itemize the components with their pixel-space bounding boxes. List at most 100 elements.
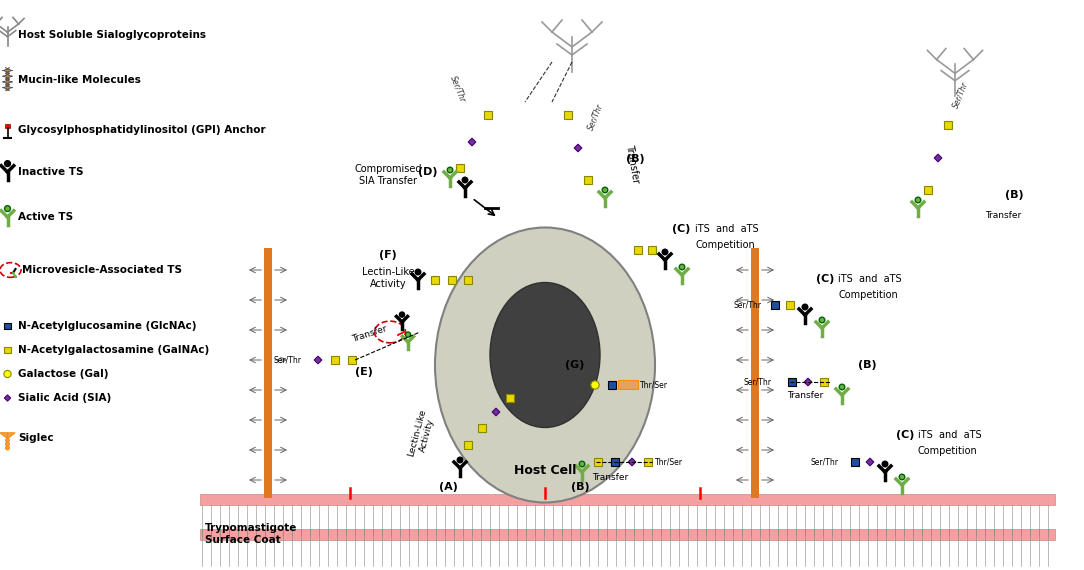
Text: Lectin-Like
Activity: Lectin-Like Activity bbox=[362, 267, 414, 289]
Text: Ser/Thr: Ser/Thr bbox=[585, 103, 605, 132]
FancyBboxPatch shape bbox=[618, 380, 638, 389]
Polygon shape bbox=[0, 433, 8, 438]
FancyBboxPatch shape bbox=[584, 177, 592, 184]
Text: Ser/Thr: Ser/Thr bbox=[951, 81, 969, 110]
Text: Competition: Competition bbox=[838, 290, 898, 300]
Text: Ser/Thr: Ser/Thr bbox=[274, 356, 302, 364]
Polygon shape bbox=[4, 395, 11, 401]
Text: Mucin-like Molecules: Mucin-like Molecules bbox=[18, 75, 141, 85]
FancyBboxPatch shape bbox=[478, 425, 486, 431]
Circle shape bbox=[4, 206, 11, 211]
Circle shape bbox=[405, 332, 411, 337]
Circle shape bbox=[399, 312, 404, 317]
Circle shape bbox=[662, 249, 668, 255]
Polygon shape bbox=[575, 144, 582, 152]
Circle shape bbox=[680, 264, 685, 270]
FancyBboxPatch shape bbox=[348, 356, 356, 364]
FancyBboxPatch shape bbox=[5, 124, 10, 128]
Circle shape bbox=[4, 161, 11, 166]
Text: iTS  and  aTS: iTS and aTS bbox=[918, 430, 982, 440]
FancyBboxPatch shape bbox=[634, 246, 642, 254]
Text: (B): (B) bbox=[570, 482, 590, 492]
Text: Competition: Competition bbox=[918, 446, 978, 456]
Text: Host Cell: Host Cell bbox=[514, 463, 577, 477]
Text: Ser/Thr: Ser/Thr bbox=[810, 458, 838, 466]
FancyBboxPatch shape bbox=[644, 458, 651, 466]
Ellipse shape bbox=[435, 227, 655, 503]
Text: Transfer: Transfer bbox=[623, 144, 641, 184]
Text: (G): (G) bbox=[565, 360, 584, 370]
Circle shape bbox=[915, 197, 920, 203]
Circle shape bbox=[5, 442, 10, 446]
Text: Transfer: Transfer bbox=[592, 473, 628, 482]
Text: Transfer: Transfer bbox=[985, 211, 1021, 220]
FancyBboxPatch shape bbox=[464, 441, 472, 449]
Circle shape bbox=[415, 269, 421, 275]
Text: (B): (B) bbox=[625, 154, 644, 164]
FancyBboxPatch shape bbox=[201, 529, 1055, 540]
FancyBboxPatch shape bbox=[565, 111, 571, 119]
FancyBboxPatch shape bbox=[4, 323, 11, 329]
FancyBboxPatch shape bbox=[786, 302, 793, 308]
Text: Ser/Thr: Ser/Thr bbox=[734, 300, 762, 310]
Text: Galactose (Gal): Galactose (Gal) bbox=[18, 369, 108, 379]
Circle shape bbox=[591, 381, 599, 389]
Text: (C): (C) bbox=[672, 224, 691, 234]
FancyBboxPatch shape bbox=[264, 248, 272, 498]
Circle shape bbox=[4, 370, 11, 377]
Text: Lectin-Like
Activity: Lectin-Like Activity bbox=[406, 408, 438, 460]
FancyBboxPatch shape bbox=[7, 68, 9, 91]
FancyBboxPatch shape bbox=[925, 186, 931, 194]
Text: N-Acetylglucosamine (GlcNAc): N-Acetylglucosamine (GlcNAc) bbox=[18, 321, 196, 331]
FancyBboxPatch shape bbox=[821, 378, 827, 385]
Text: Transfer: Transfer bbox=[787, 391, 823, 400]
Polygon shape bbox=[804, 378, 812, 386]
Text: (B): (B) bbox=[1005, 190, 1023, 200]
Circle shape bbox=[457, 457, 463, 463]
Text: Competition: Competition bbox=[695, 240, 754, 250]
Text: Microvesicle-Associated TS: Microvesicle-Associated TS bbox=[23, 265, 182, 275]
Text: Thr/Ser: Thr/Ser bbox=[640, 381, 668, 389]
FancyBboxPatch shape bbox=[201, 494, 1055, 505]
Text: Sialic Acid (SIA): Sialic Acid (SIA) bbox=[18, 393, 112, 403]
FancyBboxPatch shape bbox=[772, 302, 778, 308]
Circle shape bbox=[5, 446, 10, 450]
Text: (A): (A) bbox=[439, 482, 457, 492]
Circle shape bbox=[900, 474, 905, 480]
FancyBboxPatch shape bbox=[751, 248, 759, 498]
Circle shape bbox=[603, 187, 608, 193]
FancyBboxPatch shape bbox=[449, 276, 455, 284]
FancyBboxPatch shape bbox=[594, 458, 602, 466]
Text: (B): (B) bbox=[859, 360, 877, 370]
Circle shape bbox=[462, 177, 468, 183]
Text: Ser/Thr: Ser/Thr bbox=[744, 377, 772, 386]
Text: Glycosylphosphatidylinositol (GPI) Anchor: Glycosylphosphatidylinositol (GPI) Ancho… bbox=[18, 125, 266, 135]
Circle shape bbox=[579, 461, 584, 467]
FancyBboxPatch shape bbox=[332, 356, 338, 364]
FancyBboxPatch shape bbox=[944, 121, 952, 129]
Text: (F): (F) bbox=[379, 250, 397, 260]
FancyBboxPatch shape bbox=[788, 378, 796, 385]
Circle shape bbox=[820, 317, 825, 323]
Text: Compromised
SIA Transfer: Compromised SIA Transfer bbox=[354, 164, 422, 186]
FancyBboxPatch shape bbox=[4, 347, 11, 353]
FancyBboxPatch shape bbox=[851, 458, 859, 466]
FancyBboxPatch shape bbox=[456, 164, 464, 172]
Text: Inactive TS: Inactive TS bbox=[18, 167, 83, 177]
Text: Transfer: Transfer bbox=[351, 324, 389, 344]
Polygon shape bbox=[492, 408, 500, 416]
Text: (C): (C) bbox=[815, 274, 834, 284]
Circle shape bbox=[839, 384, 844, 390]
Ellipse shape bbox=[490, 283, 601, 428]
Circle shape bbox=[802, 304, 808, 310]
Polygon shape bbox=[314, 356, 322, 364]
Text: (E): (E) bbox=[354, 367, 373, 377]
Polygon shape bbox=[628, 458, 636, 466]
Text: Thr/Ser: Thr/Ser bbox=[655, 458, 683, 466]
FancyBboxPatch shape bbox=[611, 458, 619, 466]
Circle shape bbox=[882, 461, 888, 467]
Circle shape bbox=[448, 167, 453, 173]
Text: (D): (D) bbox=[418, 167, 438, 177]
Polygon shape bbox=[8, 433, 15, 438]
Text: Siglec: Siglec bbox=[18, 433, 53, 443]
